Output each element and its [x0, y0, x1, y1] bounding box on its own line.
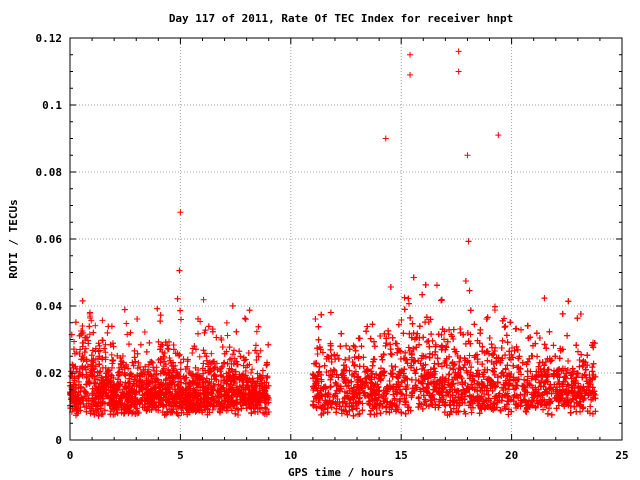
- data-point: [229, 302, 236, 309]
- data-point: [265, 341, 272, 348]
- data-point: [200, 296, 207, 303]
- data-point: [257, 347, 264, 354]
- data-point: [161, 350, 168, 357]
- data-point: [176, 267, 183, 274]
- data-point: [263, 362, 270, 369]
- data-point: [127, 370, 134, 377]
- data-point: [231, 347, 238, 354]
- data-point: [157, 318, 164, 325]
- data-point: [96, 342, 103, 349]
- data-point: [174, 295, 181, 302]
- data-point: [141, 329, 148, 336]
- data-point: [134, 316, 141, 323]
- data-point: [154, 305, 161, 312]
- data-point: [224, 332, 231, 339]
- data-points: [67, 48, 599, 419]
- data-point: [252, 342, 259, 349]
- data-point: [108, 351, 115, 358]
- data-point: [148, 358, 155, 365]
- data-point: [122, 379, 129, 386]
- data-point: [87, 314, 94, 321]
- data-point: [86, 309, 93, 316]
- data-point: [164, 345, 171, 352]
- data-point: [200, 360, 207, 367]
- data-point: [97, 368, 104, 375]
- data-point: [235, 411, 242, 418]
- data-point: [202, 327, 209, 334]
- data-point: [86, 323, 93, 330]
- data-point: [79, 297, 86, 304]
- data-point: [131, 347, 138, 354]
- data-point: [178, 316, 185, 323]
- data-point: [252, 408, 259, 415]
- data-point: [88, 317, 95, 324]
- data-point: [125, 341, 132, 348]
- data-point: [219, 344, 226, 351]
- data-point: [129, 359, 136, 366]
- data-point: [143, 348, 150, 355]
- data-point: [170, 341, 177, 348]
- data-point: [177, 359, 184, 366]
- data-point: [237, 353, 244, 360]
- data-point: [114, 410, 121, 417]
- data-point: [255, 323, 262, 330]
- data-point: [92, 348, 99, 355]
- data-point: [208, 350, 215, 357]
- data-point: [226, 344, 233, 351]
- data-point: [76, 372, 83, 379]
- data-point: [124, 331, 131, 338]
- data-point: [223, 319, 230, 326]
- data-point: [195, 330, 202, 337]
- data-point: [110, 357, 117, 364]
- data-point: [216, 408, 223, 415]
- data-point: [92, 322, 99, 329]
- data-point: [249, 366, 256, 373]
- data-point: [241, 315, 248, 322]
- data-point: [102, 341, 109, 348]
- data-point: [213, 334, 220, 341]
- data-point: [95, 340, 102, 347]
- data-point: [165, 346, 172, 353]
- data-point: [246, 307, 253, 314]
- data-point: [104, 329, 111, 336]
- data-point: [196, 353, 203, 360]
- data-point: [72, 319, 79, 326]
- data-point: [82, 345, 89, 352]
- data-point: [108, 323, 115, 330]
- data-point: [226, 356, 233, 363]
- data-point: [123, 320, 130, 327]
- data-point: [134, 350, 141, 357]
- data-point: [233, 328, 240, 335]
- data-point: [79, 323, 86, 330]
- data-point: [99, 317, 106, 324]
- data-point: [248, 369, 255, 376]
- data-point: [253, 328, 260, 335]
- data-point: [86, 331, 93, 338]
- data-point: [201, 329, 208, 336]
- data-point: [115, 364, 122, 371]
- data-point: [70, 346, 77, 353]
- data-point: [146, 339, 153, 346]
- data-point: [218, 365, 225, 372]
- data-point: [245, 350, 252, 357]
- data-point: [131, 354, 138, 361]
- data-point: [137, 341, 144, 348]
- data-point: [228, 355, 235, 362]
- data-point: [201, 350, 208, 357]
- data-point: [209, 328, 216, 335]
- data-point: [166, 355, 173, 362]
- data-point: [205, 323, 212, 330]
- data-point: [99, 337, 106, 344]
- data-point: [157, 312, 164, 319]
- data-point: [177, 307, 184, 314]
- data-point: [121, 306, 128, 313]
- data-point: [189, 349, 196, 356]
- data-point: [85, 340, 92, 347]
- data-point: [200, 347, 207, 354]
- data-point: [242, 316, 249, 323]
- data-point: [236, 348, 243, 355]
